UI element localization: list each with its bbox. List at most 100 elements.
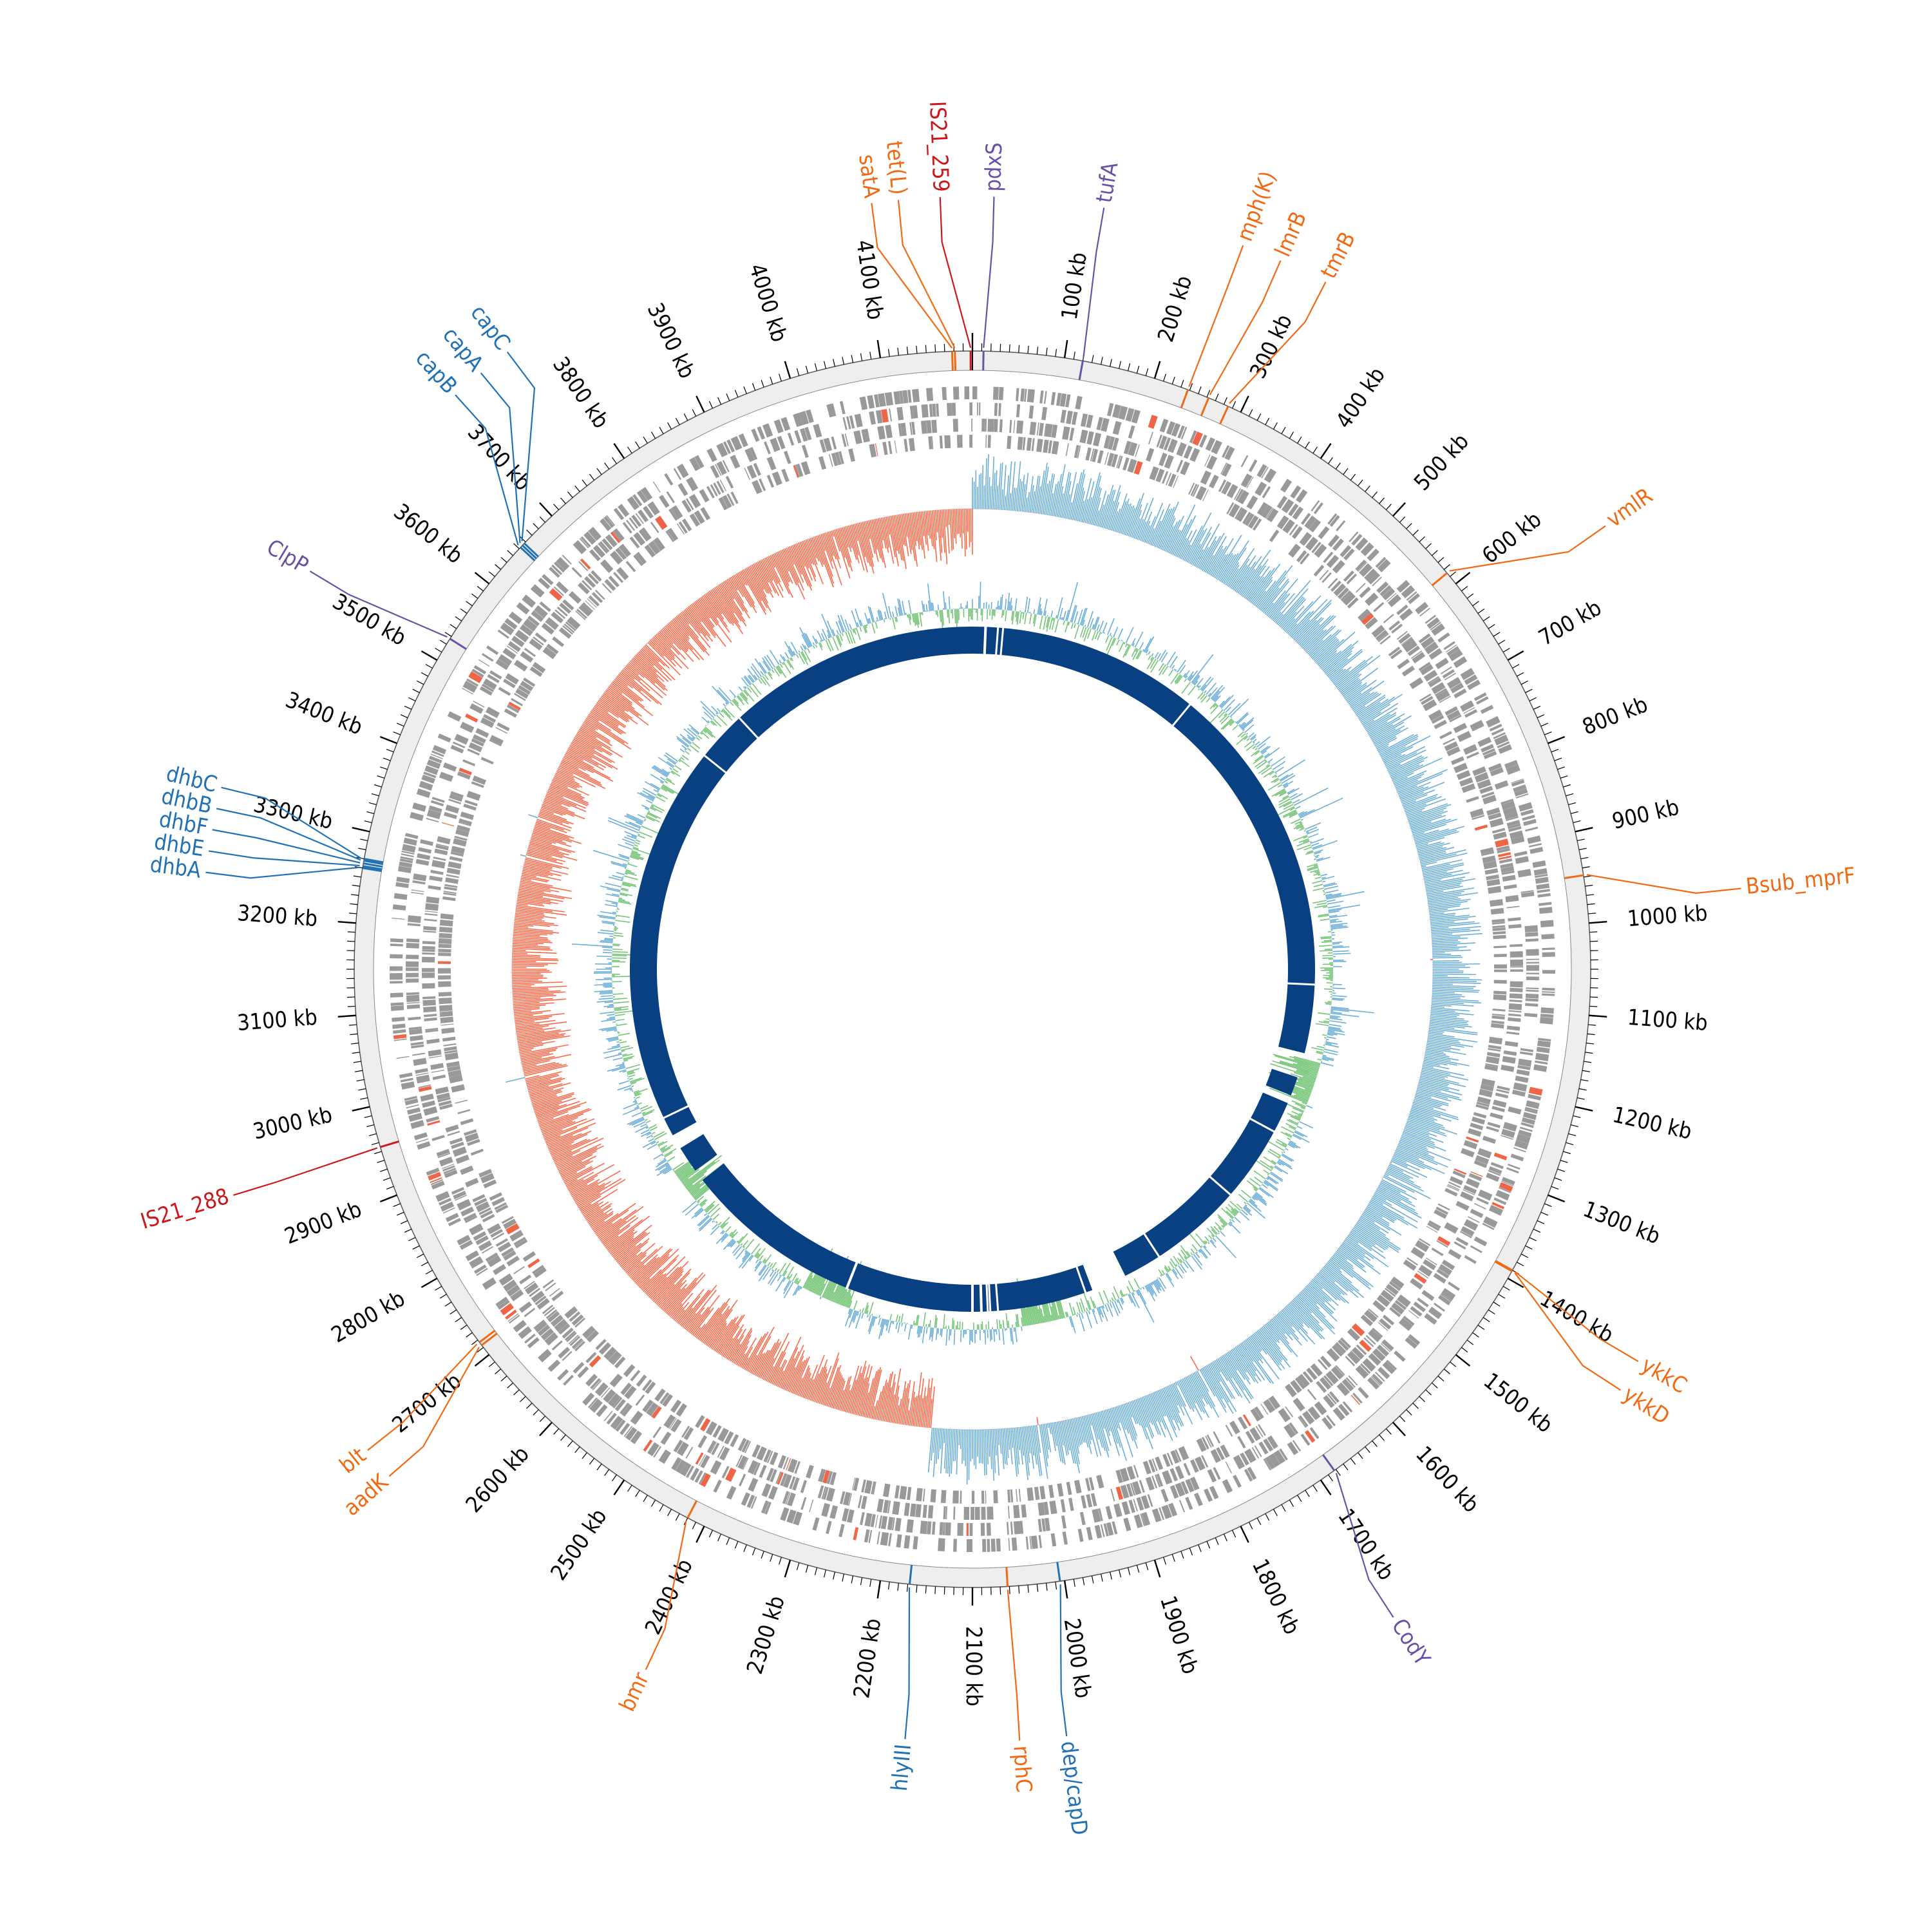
gc-skew-bar [700, 1303, 728, 1341]
gc-skew-bar [608, 687, 633, 706]
feature-block [451, 1141, 464, 1150]
gc-skew-bar [1227, 568, 1239, 586]
feature-block [410, 1035, 423, 1041]
feature-block [1492, 1202, 1505, 1209]
feature-block [1417, 1297, 1429, 1308]
gc-skew-bar [1056, 486, 1064, 517]
minor-tick [887, 1582, 890, 1590]
feature-block [1288, 503, 1299, 516]
gc-skew-bar [1142, 525, 1151, 542]
feature-block [1222, 482, 1232, 495]
gc-skew-bar [1213, 553, 1229, 578]
feature-block [448, 1218, 461, 1227]
gc-skew-bar [1432, 949, 1471, 952]
minor-tick [460, 609, 468, 614]
gc-skew-bar [920, 511, 925, 536]
gc-skew-bar [1413, 1101, 1434, 1109]
gc-content-bar [1166, 1273, 1172, 1281]
gc-skew-bar [1165, 519, 1181, 552]
gc-content-bar [1256, 761, 1268, 770]
gc-skew-bar [529, 843, 569, 856]
feature-block [466, 678, 479, 687]
feature-block [785, 1492, 791, 1505]
gc-skew-bar [900, 1388, 907, 1425]
gc-content-bar [1234, 1217, 1241, 1223]
feature-block [406, 972, 419, 978]
feature-block [1170, 1468, 1179, 1482]
gc-content-bar [1068, 1302, 1074, 1316]
gc-content-bar [925, 1323, 927, 1327]
gc-skew-bar [1419, 852, 1447, 860]
gc-content-bar [1330, 1012, 1359, 1018]
gc-content-bar [1014, 1327, 1018, 1343]
feature-block [1444, 741, 1459, 752]
gc-skew-bar [1411, 1108, 1452, 1122]
gc-skew-bar [1064, 494, 1071, 518]
feature-block [880, 409, 889, 423]
gc-skew-bar [1250, 564, 1281, 603]
feature-block [1007, 1506, 1010, 1519]
feature-block [1406, 1257, 1418, 1266]
gc-skew-bar [808, 538, 817, 559]
gc-content-bar [1161, 1270, 1166, 1275]
feature-block [457, 771, 471, 780]
gc-skew-bar [553, 1137, 604, 1162]
minor-tick [612, 457, 617, 464]
gc-content-bar [1293, 788, 1329, 806]
feature-block [1071, 412, 1078, 425]
feature-block [996, 1538, 1001, 1552]
gc-skew-bar [1138, 1398, 1155, 1437]
gc-skew-bar [534, 1097, 576, 1112]
feature-block [1255, 481, 1267, 497]
feature-block [987, 1539, 990, 1552]
feature-block [1025, 1536, 1029, 1550]
minor-tick [1379, 1434, 1385, 1441]
feature-block [869, 411, 876, 425]
gc-skew-bar [789, 1361, 804, 1392]
gc-skew-bar [739, 1338, 757, 1367]
minor-tick [533, 523, 539, 529]
gc-skew-bar [1339, 673, 1362, 692]
gc-skew-bar [1016, 478, 1021, 511]
feature-block [653, 1446, 662, 1458]
gc-skew-bar [630, 660, 656, 684]
gc-skew-bar [1246, 576, 1265, 600]
gc-content-bar [1001, 594, 1003, 610]
feature-block [412, 1052, 426, 1056]
gc-content-bar [1040, 1308, 1045, 1323]
gc-content-bar [1255, 1191, 1264, 1198]
feature-block [750, 447, 758, 460]
gc-content-bar [1303, 846, 1312, 851]
gc-skew-bar [513, 927, 553, 932]
feature-block [654, 515, 668, 530]
feature-block [462, 759, 476, 766]
gc-skew-bar [930, 1386, 935, 1428]
gc-skew-bar [1321, 1268, 1349, 1292]
feature-block [694, 1470, 703, 1483]
minor-tick [1584, 875, 1592, 878]
gc-content-bar [1002, 1320, 1005, 1329]
feature-block [1509, 830, 1524, 840]
gc-skew-bar [596, 703, 609, 713]
gc-skew-bar [1205, 536, 1227, 573]
major-tick [337, 1014, 356, 1018]
minor-tick [1136, 365, 1140, 374]
feature-block [1086, 1493, 1093, 1508]
gc-skew-bar [717, 585, 742, 622]
gc-skew-bar [1411, 819, 1446, 831]
feature-block [700, 507, 711, 520]
feature-block [444, 1170, 458, 1179]
gc-content-bar [1189, 670, 1198, 682]
feature-block [969, 402, 972, 416]
gc-skew-bar [679, 1289, 710, 1326]
gc-content-bar [1255, 1193, 1267, 1202]
gc-content-bar [1151, 653, 1154, 657]
gc-skew-bar [1106, 1409, 1118, 1444]
feature-block [1379, 585, 1392, 597]
feature-block [1506, 820, 1520, 827]
gc-skew-bar [1281, 1310, 1300, 1331]
feature-block [489, 735, 504, 745]
gc-content-bar [1010, 611, 1014, 621]
gc-skew-bar [1074, 473, 1086, 520]
gc-skew-bar [517, 1033, 566, 1042]
